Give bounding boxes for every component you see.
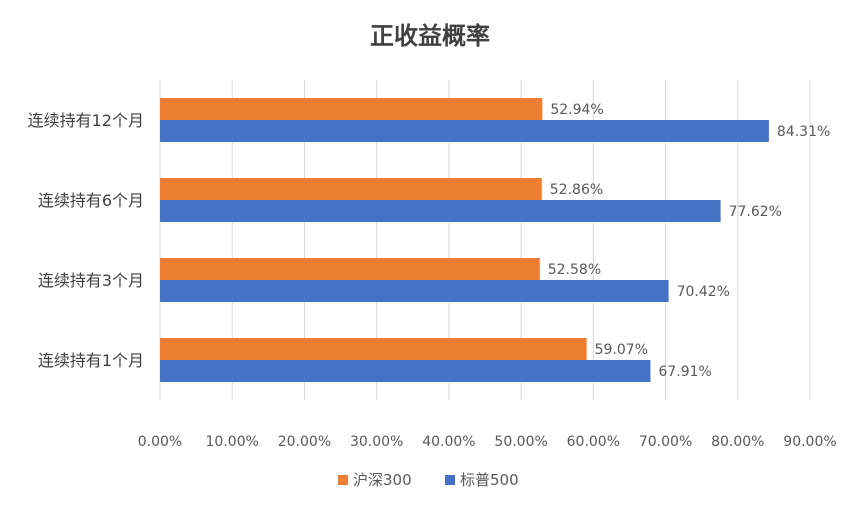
bar-标普500-连续持有3个月: [160, 280, 669, 302]
bar-标普500-连续持有6个月: [160, 200, 721, 222]
x-tick-label: 90.00%: [783, 434, 836, 450]
legend-label: 标普500: [460, 471, 519, 489]
bar-标普500-连续持有12个月: [160, 120, 769, 142]
x-tick-label: 10.00%: [206, 434, 259, 450]
category-label: 连续持有1个月: [38, 351, 144, 370]
category-label: 连续持有3个月: [38, 271, 144, 290]
data-label: 70.42%: [677, 284, 730, 300]
data-label: 52.86%: [550, 182, 603, 198]
x-axis-tick-labels: 0.00% 10.00% 20.00% 30.00% 40.00% 50.00% 60.00…: [138, 434, 837, 450]
bar-沪深300-连续持有12个月: [160, 98, 543, 120]
bar-沪深300-连续持有3个月: [160, 258, 540, 280]
bars: [160, 98, 769, 382]
data-label: 84.31%: [777, 124, 830, 140]
legend-swatch: [338, 475, 348, 485]
legend-label: 沪深300: [353, 471, 412, 489]
x-tick-label: 80.00%: [711, 434, 764, 450]
x-tick-label: 0.00%: [138, 434, 182, 450]
data-label: 67.91%: [658, 364, 711, 380]
category-label: 连续持有6个月: [38, 191, 144, 210]
x-tick-label: 50.00%: [494, 434, 547, 450]
data-label: 52.58%: [548, 262, 601, 278]
legend-swatch: [445, 475, 455, 485]
x-tick-label: 30.00%: [350, 434, 403, 450]
bar-沪深300-连续持有6个月: [160, 178, 542, 200]
data-label: 77.62%: [729, 204, 782, 220]
data-label: 52.94%: [550, 102, 603, 118]
x-tick-label: 40.00%: [422, 434, 475, 450]
legend: 沪深300 标普500: [338, 471, 519, 489]
category-label: 连续持有12个月: [28, 111, 144, 130]
bar-沪深300-连续持有1个月: [160, 338, 587, 360]
x-tick-label: 70.00%: [639, 434, 692, 450]
x-tick-label: 60.00%: [567, 434, 620, 450]
x-tick-label: 20.00%: [278, 434, 331, 450]
bar-标普500-连续持有1个月: [160, 360, 651, 382]
data-labels: 52.94% 84.31% 52.86% 77.62% 52.58% 70.42% 59.0…: [548, 102, 831, 380]
chart-title: 正收益概率: [370, 22, 490, 50]
data-label: 59.07%: [595, 342, 648, 358]
